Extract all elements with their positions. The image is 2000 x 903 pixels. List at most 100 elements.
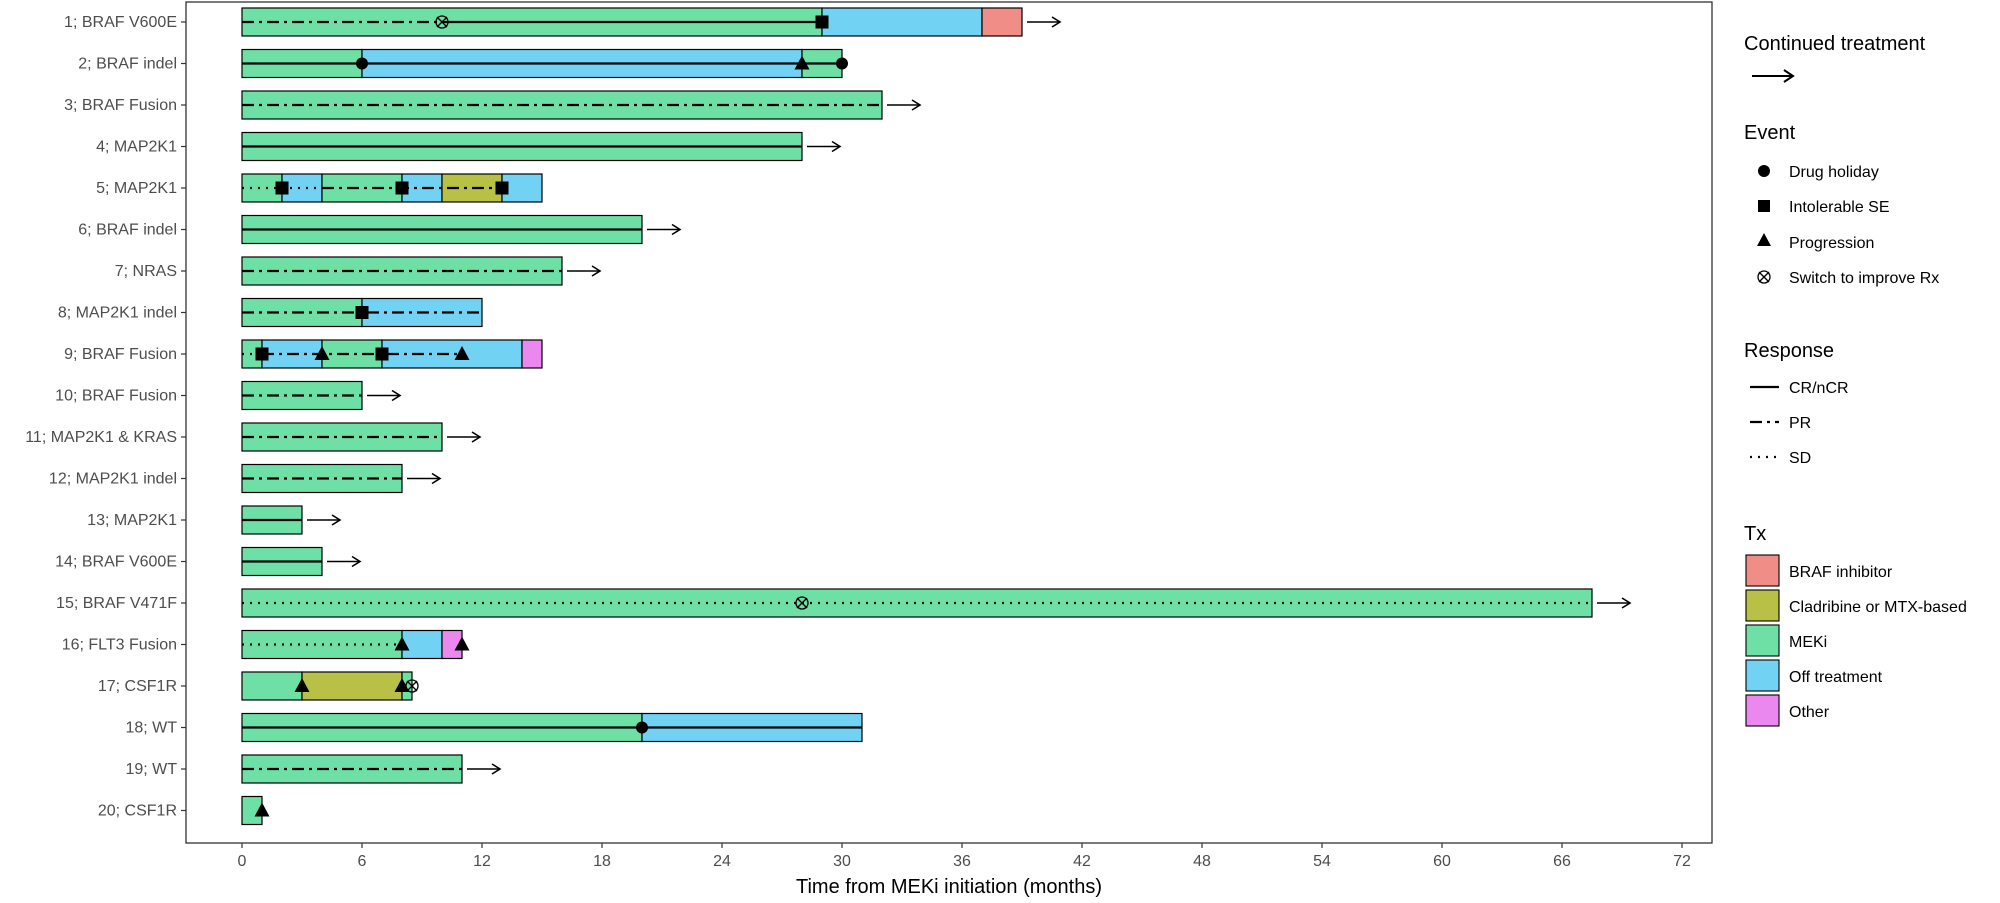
legend-event-label: Intolerable SE bbox=[1789, 199, 1890, 216]
tx-segment bbox=[301, 671, 403, 701]
arrow-head bbox=[671, 223, 682, 236]
legend-event-title: Event bbox=[1744, 122, 1796, 144]
arrow-head bbox=[391, 389, 402, 402]
legend-response-title: Response bbox=[1744, 340, 1834, 362]
tx-segment bbox=[241, 588, 1593, 618]
switch-cross bbox=[796, 597, 808, 609]
legend-tx-title: Tx bbox=[1744, 523, 1766, 545]
patient-row bbox=[241, 463, 442, 494]
square-icon bbox=[1758, 200, 1770, 212]
switch-cross bbox=[406, 680, 418, 692]
y-tick-label: 19; WT bbox=[125, 761, 177, 778]
x-tick-label: 60 bbox=[1433, 853, 1451, 870]
y-tick-label: 17; CSF1R bbox=[98, 678, 177, 695]
y-tick-label: 8; MAP2K1 indel bbox=[58, 305, 177, 322]
x-tick-label: 24 bbox=[713, 853, 731, 870]
patient-row bbox=[241, 588, 1632, 618]
tx-segment bbox=[981, 7, 1023, 37]
legend-event-label: Drug holiday bbox=[1789, 164, 1879, 181]
legend-response-item: CR/nCR bbox=[1750, 380, 1849, 397]
patient-row bbox=[241, 546, 362, 577]
legend-response-label: SD bbox=[1789, 450, 1811, 467]
patient-row bbox=[241, 297, 483, 328]
y-axis: 1; BRAF V600E 2; BRAF indel 3; BRAF Fusion… bbox=[25, 14, 186, 820]
legend-continued: Continued treatment bbox=[1744, 33, 1926, 83]
legend-tx-item: BRAF inhibitor bbox=[1745, 554, 1893, 587]
event-progression-marker bbox=[394, 678, 410, 692]
y-tick-label: 18; WT bbox=[125, 720, 177, 737]
continued-arrow bbox=[887, 99, 922, 111]
tx-segment bbox=[821, 7, 983, 37]
arrow-head bbox=[351, 555, 362, 568]
arrow-head bbox=[431, 472, 442, 485]
y-tick-label: 1; BRAF V600E bbox=[64, 14, 177, 31]
x-tick-label: 30 bbox=[833, 853, 851, 870]
patient-row bbox=[241, 422, 482, 452]
legend-response-item: SD bbox=[1750, 450, 1811, 467]
tx-segment bbox=[501, 173, 543, 203]
y-tick-label: 10; BRAF Fusion bbox=[55, 388, 177, 405]
continued-arrow bbox=[307, 514, 342, 526]
legend-tx-item: Off treatment bbox=[1745, 659, 1883, 692]
legend-event: Event Drug holiday Intolerable SE Progre… bbox=[1744, 122, 1939, 287]
event-progression-marker bbox=[454, 346, 470, 360]
event-progression-marker bbox=[314, 346, 330, 360]
switch-circle bbox=[795, 596, 809, 610]
legend-tx-item: MEKi bbox=[1745, 624, 1827, 657]
tx-swatch bbox=[1745, 554, 1780, 587]
continued-arrow bbox=[467, 763, 502, 775]
y-tick-label: 2; BRAF indel bbox=[78, 56, 177, 73]
tx-swatch bbox=[1745, 589, 1780, 622]
continued-arrow bbox=[327, 555, 362, 568]
legend-event-label: Progression bbox=[1789, 235, 1874, 252]
arrow-head bbox=[331, 514, 342, 526]
legend-event-item: Progression bbox=[1757, 233, 1874, 252]
arrow-head bbox=[1051, 16, 1062, 28]
event-intolerable-se-marker bbox=[815, 15, 829, 29]
continued-arrow bbox=[447, 431, 482, 443]
continued-arrow bbox=[567, 265, 602, 277]
patient-row bbox=[241, 48, 848, 79]
arrow-head bbox=[911, 99, 922, 111]
event-drug-holiday-marker bbox=[636, 721, 648, 734]
event-drug-holiday-marker bbox=[356, 57, 368, 70]
continued-arrow bbox=[1027, 16, 1062, 28]
event-progression-marker bbox=[254, 802, 270, 817]
legend-response: Response CR/nCR PR SD bbox=[1744, 340, 1849, 467]
legend-tx-item: Other bbox=[1745, 694, 1830, 727]
tx-segment bbox=[241, 671, 303, 701]
tx-segment bbox=[381, 339, 523, 369]
arrow-icon bbox=[1752, 69, 1795, 83]
legend-tx-item: Cladribine or MTX-based bbox=[1745, 589, 1967, 622]
event-progression-marker bbox=[454, 636, 470, 651]
x-tick-label: 6 bbox=[358, 853, 367, 870]
legend-response-label: CR/nCR bbox=[1789, 380, 1849, 397]
event-intolerable-se-marker bbox=[275, 181, 289, 195]
patient-row bbox=[241, 339, 543, 369]
legend-tx-label: MEKi bbox=[1789, 634, 1827, 651]
legend-response-label: PR bbox=[1789, 415, 1811, 432]
patient-row bbox=[241, 754, 502, 784]
tx-segment bbox=[521, 339, 543, 369]
event-switch-marker bbox=[435, 15, 449, 29]
circle-icon bbox=[1758, 165, 1770, 177]
y-tick-label: 5; MAP2K1 bbox=[96, 180, 177, 197]
legend-tx: Tx BRAF inhibitor Cladribine or MTX-base… bbox=[1744, 523, 1967, 727]
event-intolerable-se-marker bbox=[375, 347, 389, 361]
x-tick-label: 12 bbox=[473, 853, 491, 870]
continued-arrow bbox=[1597, 597, 1632, 609]
arrow-head bbox=[491, 763, 502, 775]
x-tick-label: 0 bbox=[238, 853, 247, 870]
legend-event-item: Intolerable SE bbox=[1758, 199, 1890, 216]
y-tick-label: 6; BRAF indel bbox=[78, 222, 177, 239]
circle-x-icon bbox=[1757, 270, 1771, 284]
legend-tx-label: Other bbox=[1789, 704, 1830, 721]
arrow-head bbox=[1621, 597, 1632, 609]
patient-row bbox=[241, 795, 270, 826]
patient-row bbox=[241, 505, 342, 535]
continued-arrow bbox=[807, 140, 842, 153]
patient-row bbox=[241, 173, 543, 203]
y-tick-label: 12; MAP2K1 indel bbox=[49, 471, 177, 488]
y-tick-label: 11; MAP2K1 & KRAS bbox=[25, 429, 177, 446]
